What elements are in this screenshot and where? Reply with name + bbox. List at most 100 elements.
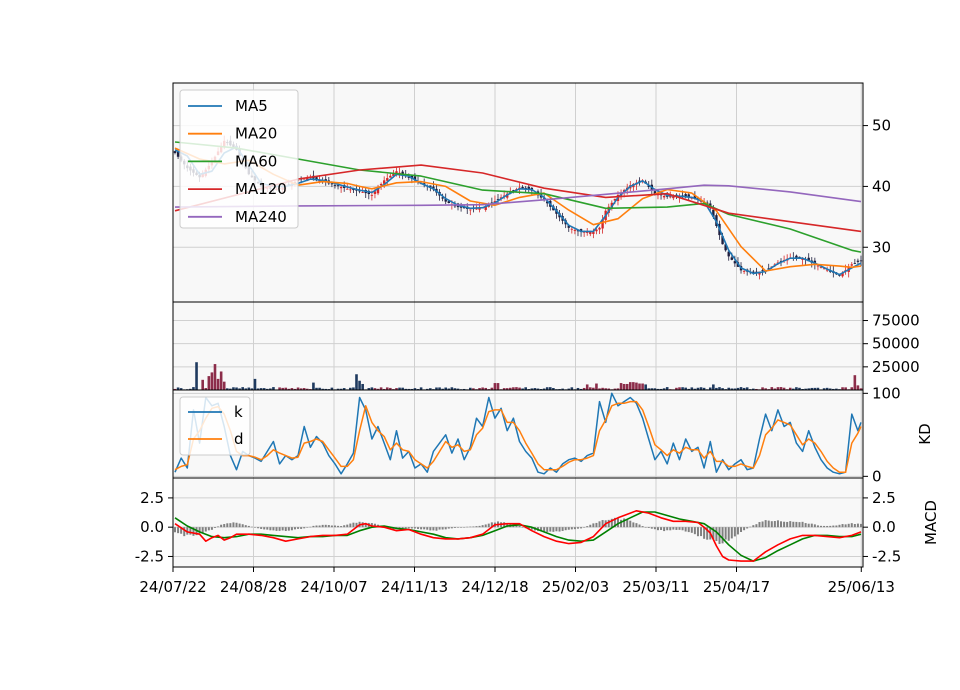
volume-bar <box>604 388 607 390</box>
candle-body <box>382 180 386 184</box>
volume-bar <box>638 383 641 390</box>
volume-bar <box>336 388 340 390</box>
candle-body <box>441 197 444 199</box>
volume-bar <box>712 384 715 390</box>
macd-histogram-bar <box>644 527 647 528</box>
macd-histogram-bar <box>275 527 278 531</box>
volume-bar <box>370 387 374 390</box>
macd-histogram-bar <box>844 524 847 528</box>
macd-histogram-bar <box>293 527 296 530</box>
candle-body <box>850 264 853 266</box>
macd-histogram-bar <box>586 526 589 528</box>
volume-bar <box>389 387 392 390</box>
volume-bar <box>481 387 484 390</box>
macd-histogram-bar <box>263 527 266 530</box>
volume-bar <box>425 388 429 390</box>
macd-histogram-bar <box>813 524 816 528</box>
macd-histogram-bar <box>333 525 336 528</box>
candle-body <box>699 201 703 202</box>
macd-histogram-bar <box>810 523 813 528</box>
macd-histogram-bar <box>309 526 312 528</box>
macd-histogram-bar <box>490 522 493 528</box>
macd-histogram-bar <box>755 524 758 528</box>
macd-ytick-label: 2.5 <box>872 489 896 507</box>
candle-body <box>373 191 377 194</box>
volume-bar <box>195 362 198 390</box>
candle-body <box>589 231 592 235</box>
macd-histogram-bar <box>783 521 786 528</box>
price-ytick-label: 30 <box>872 238 891 256</box>
x-tick-label: 25/02/03 <box>542 578 609 596</box>
macd-histogram-bar <box>693 527 696 535</box>
macd-histogram-bar <box>204 527 207 532</box>
candle-body <box>370 194 374 196</box>
macd-histogram-bar <box>546 527 549 532</box>
macd-histogram-bar <box>330 525 333 528</box>
volume-bar <box>453 388 457 390</box>
macd-histogram-bar <box>260 527 263 529</box>
volume-bar <box>509 387 512 390</box>
candle-body <box>816 265 820 267</box>
volume-bar <box>696 387 700 390</box>
macd-histogram-bar <box>835 525 838 528</box>
volume-bar <box>438 387 441 390</box>
macd-histogram-bar <box>740 527 743 532</box>
volume-bar <box>653 388 657 390</box>
volume-bar <box>189 388 192 390</box>
volume-bar <box>256 388 260 390</box>
macd-histogram-bar <box>318 525 321 528</box>
volume-bar <box>173 388 177 390</box>
macd-histogram-bar <box>349 523 352 528</box>
kd-ylabel: KD <box>916 423 934 444</box>
candle-body <box>336 185 340 187</box>
macd-histogram-bar <box>232 522 235 528</box>
candle-body <box>490 202 494 204</box>
macd-histogram-bar <box>564 527 567 531</box>
macd-histogram-bar <box>807 523 810 528</box>
candle-body <box>822 268 826 270</box>
macd-left-ytick-label: -2.5 <box>135 547 164 565</box>
macd-histogram-bar <box>373 523 376 528</box>
macd-histogram-bar <box>355 522 358 528</box>
macd-histogram-bar <box>623 518 626 528</box>
macd-histogram-bar <box>776 520 779 528</box>
volume-bar <box>521 388 524 390</box>
volume-bar <box>219 371 223 390</box>
x-tick-label: 25/03/11 <box>622 578 689 596</box>
ma120-line <box>174 164 862 233</box>
macd-histogram-bar <box>466 526 469 528</box>
volume-bar <box>265 388 269 390</box>
x-axis: 24/07/22 24/08/28 24/10/07 24/11/13 24/12/18… <box>139 567 895 596</box>
macd-histogram-bar <box>573 527 576 530</box>
macd-histogram-bar <box>410 527 413 529</box>
macd-histogram-bar <box>730 527 733 539</box>
candle-body <box>346 188 349 190</box>
macd-histogram-bar <box>576 527 579 529</box>
price-ytick-label: 50 <box>872 117 891 135</box>
macd-histogram-bar <box>213 527 216 528</box>
volume-bar <box>318 387 321 390</box>
candle-body <box>730 257 733 260</box>
candle-body <box>853 262 857 264</box>
volume-bar <box>515 387 518 390</box>
volume-bar <box>315 387 318 390</box>
candle-body <box>484 206 487 210</box>
macd-histogram-bar <box>337 525 340 528</box>
candle-body <box>478 208 481 210</box>
macd-histogram-bar <box>444 527 447 530</box>
macd-histogram-bar <box>207 527 210 531</box>
macd-histogram-bar <box>616 518 619 528</box>
volume-bar <box>330 387 334 390</box>
candle-body <box>386 178 389 181</box>
kd-legend: kd <box>179 396 251 456</box>
candle-body <box>173 151 177 153</box>
macd-histogram-bar <box>610 518 613 528</box>
ma240-line <box>174 184 862 208</box>
macd-histogram-bar <box>540 527 543 532</box>
macd-histogram-bar <box>804 523 807 528</box>
volume-bar <box>272 387 275 390</box>
legend-label-k: k <box>234 403 243 421</box>
candle-body <box>570 228 574 230</box>
macd-histogram-bar <box>727 527 730 541</box>
macd-histogram-bar <box>327 525 330 528</box>
